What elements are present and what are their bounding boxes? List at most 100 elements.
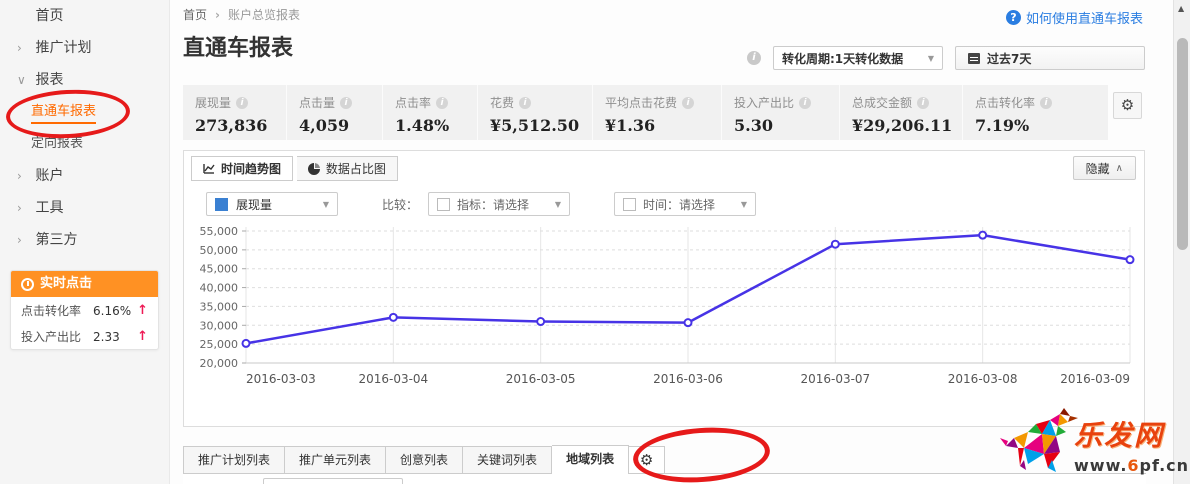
breadcrumb-home[interactable]: 首页 — [183, 8, 208, 22]
tab-label: 推广单元列表 — [299, 453, 372, 467]
sidebar-item-ztc-report[interactable]: 直通车报表 — [0, 96, 169, 128]
svg-text:35,000: 35,000 — [200, 300, 239, 313]
scrollbar-thumb[interactable] — [1177, 38, 1188, 250]
sidebar-item-label: 推广计划 — [35, 40, 92, 56]
metric-dropdown-value: 展现量 — [236, 197, 273, 212]
sidebar: 首页 › 推广计划 ∨ 报表 直通车报表 定向报表 › 账户 › 工具 › 第三… — [0, 0, 170, 484]
tab-time-trend[interactable]: 时间趋势图 — [191, 156, 294, 181]
stat-value: ¥1.36 — [605, 116, 656, 135]
stat-label: 展现量 — [195, 96, 232, 110]
stat-cvr: 点击转化率 i 7.19% — [963, 85, 1108, 140]
vertical-scrollbar[interactable]: ▲ — [1173, 0, 1190, 484]
breadcrumb: 首页 › 账户总览报表 — [183, 6, 300, 23]
url-six: 6 — [1127, 456, 1140, 475]
stat-value: 273,836 — [195, 116, 268, 135]
tab-data-pie[interactable]: 数据占比图 — [296, 156, 398, 181]
tab-region-list[interactable]: 地域列表 — [552, 445, 630, 474]
realtime-click-widget: 实时点击 点击转化率 6.16% ↑ 投入产出比 2.33 ↑ — [10, 270, 159, 350]
tab-content-area — [183, 473, 1146, 484]
header-controls: i 转化周期:1天转化数据 ▼ 过去7天 — [747, 46, 1145, 70]
compare-time-dropdown[interactable]: 时间：请选择 ▼ — [614, 192, 757, 216]
svg-text:2016-03-08: 2016-03-08 — [948, 372, 1018, 386]
sidebar-item-label: 账户 — [35, 168, 64, 184]
svg-text:50,000: 50,000 — [200, 244, 239, 257]
tabs-settings-button[interactable]: ⚙ — [629, 446, 666, 474]
calendar-icon — [968, 52, 980, 64]
ox-logo — [1000, 408, 1078, 472]
sidebar-item-account[interactable]: › 账户 — [0, 160, 169, 192]
svg-text:2016-03-06: 2016-03-06 — [653, 372, 723, 386]
tab-label: 数据占比图 — [325, 162, 386, 176]
stats-settings-button[interactable]: ⚙ — [1113, 92, 1142, 119]
sidebar-item-thirdparty[interactable]: › 第三方 — [0, 224, 169, 256]
svg-text:30,000: 30,000 — [200, 319, 239, 332]
chevron-right-icon: › — [17, 41, 22, 55]
checkbox[interactable] — [623, 197, 637, 211]
tab-creative-list[interactable]: 创意列表 — [386, 446, 464, 474]
sidebar-item-label: 定向报表 — [31, 136, 84, 151]
compare-metric-dropdown[interactable]: 指标：请选择 ▼ — [428, 192, 571, 216]
compare-metric-value: 指标：请选择 — [457, 197, 530, 212]
sidebar-item-tools[interactable]: › 工具 — [0, 192, 169, 224]
caret-down-icon: ▼ — [554, 199, 562, 209]
sidebar-item-targeting-report[interactable]: 定向报表 — [0, 128, 169, 160]
tab-campaign-list[interactable]: 推广计划列表 — [183, 446, 286, 474]
info-icon[interactable]: i — [917, 96, 930, 109]
trend-line-chart[interactable]: 20,000 25,000 30,000 35,000 40,000 45,000 50,0… — [188, 221, 1140, 397]
info-icon[interactable]: i — [436, 96, 449, 109]
info-icon[interactable]: i — [236, 96, 249, 109]
svg-text:20,000: 20,000 — [200, 357, 239, 370]
hide-chart-button[interactable]: 隐藏 ∧ — [1072, 156, 1136, 180]
stat-avg-cpc: 平均点击花费 i ¥1.36 — [593, 85, 722, 140]
checkbox[interactable] — [437, 197, 451, 211]
info-icon[interactable]: i — [519, 96, 532, 109]
chart-panel-header: 时间趋势图 数据占比图 隐藏 ∧ — [184, 151, 1144, 185]
hide-label: 隐藏 — [1085, 161, 1110, 176]
caret-down-icon: ▼ — [322, 199, 329, 209]
conversion-period-value: 转化周期:1天转化数据 — [782, 51, 904, 66]
tab-adgroup-list[interactable]: 推广单元列表 — [285, 446, 387, 474]
tab-keyword-list[interactable]: 关键词列表 — [463, 446, 553, 474]
info-icon[interactable]: i — [1040, 96, 1053, 109]
date-range-button[interactable]: 过去7天 — [955, 46, 1145, 70]
metric-dropdown[interactable]: 展现量 ▼ — [206, 192, 338, 216]
stat-value: 5.30 — [734, 116, 773, 135]
info-icon: i — [747, 51, 761, 65]
info-icon[interactable]: i — [799, 96, 812, 109]
info-icon[interactable]: i — [340, 96, 353, 109]
sidebar-item-campaigns[interactable]: › 推广计划 — [0, 32, 169, 64]
svg-text:2016-03-03: 2016-03-03 — [246, 372, 316, 386]
scroll-up-icon[interactable]: ▲ — [1178, 4, 1185, 13]
help-link[interactable]: ? 如何使用直通车报表 — [1005, 8, 1143, 27]
stat-ctr: 点击率 i 1.48% — [383, 85, 478, 140]
stat-cost: 花费 i ¥5,512.50 — [478, 85, 593, 140]
sidebar-item-home[interactable]: 首页 — [0, 0, 169, 32]
chevron-up-icon: ∧ — [1115, 162, 1123, 174]
trend-up-icon: ↑ — [137, 329, 148, 344]
sidebar-item-label: 工具 — [35, 200, 64, 216]
url-prefix: www. — [1074, 456, 1128, 475]
line-chart-icon — [203, 164, 215, 174]
stat-gmv: 总成交金额 i ¥29,206.11 — [840, 85, 963, 140]
sidebar-item-label: 首页 — [35, 8, 64, 24]
conversion-period-dropdown[interactable]: 转化周期:1天转化数据 ▼ — [773, 46, 943, 70]
tab-label: 创意列表 — [400, 453, 449, 467]
chevron-down-icon: ∨ — [17, 73, 26, 87]
site-watermark: 乐发网 www.6pf.cn — [998, 408, 1188, 482]
compare-label: 比较： — [382, 197, 419, 212]
svg-text:2016-03-05: 2016-03-05 — [506, 372, 576, 386]
stat-value: 4,059 — [299, 116, 350, 135]
svg-text:55,000: 55,000 — [200, 225, 239, 238]
sidebar-item-reports[interactable]: ∨ 报表 — [0, 64, 169, 96]
partial-dropdown[interactable] — [263, 478, 403, 484]
svg-text:45,000: 45,000 — [200, 263, 239, 276]
realtime-row-value: 2.33 — [93, 329, 120, 344]
compare-time-value: 时间：请选择 — [643, 197, 716, 212]
pie-chart-icon — [307, 162, 320, 175]
realtime-row-label: 点击转化率 — [21, 304, 82, 318]
stat-clicks: 点击量 i 4,059 — [287, 85, 383, 140]
stat-value: 1.48% — [395, 116, 450, 135]
stat-value: ¥29,206.11 — [852, 116, 953, 135]
stat-label: 投入产出比 — [734, 96, 795, 110]
info-icon[interactable]: i — [682, 96, 695, 109]
